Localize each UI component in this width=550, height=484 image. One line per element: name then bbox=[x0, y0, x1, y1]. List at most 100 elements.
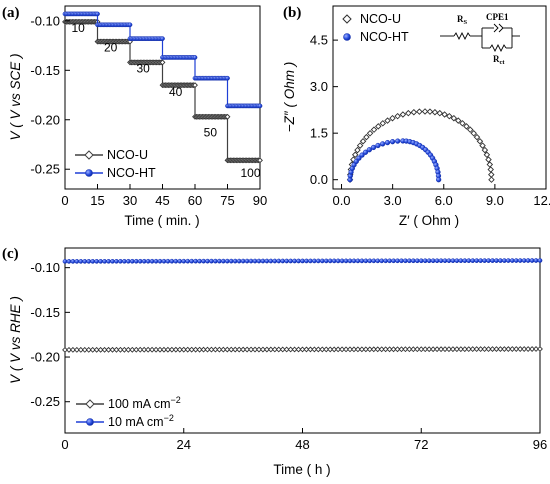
panel-c-label: (c) bbox=[2, 246, 19, 262]
panel-b-ytick-label: 1.5 bbox=[310, 126, 328, 141]
data-point bbox=[465, 346, 472, 353]
data-point bbox=[466, 258, 472, 263]
data-point bbox=[533, 258, 539, 263]
data-point bbox=[217, 258, 222, 264]
panel-b-legend-nco-ht: NCO-HT bbox=[360, 30, 409, 44]
data-point bbox=[157, 346, 163, 353]
data-point bbox=[82, 259, 88, 264]
panel-b-ytick-label: 4.5 bbox=[310, 33, 328, 48]
panel-b-ytick-label: 0.0 bbox=[310, 172, 328, 187]
data-point bbox=[354, 346, 361, 353]
data-point bbox=[481, 346, 488, 353]
data-point bbox=[252, 346, 258, 353]
data-point bbox=[461, 346, 468, 353]
data-point bbox=[389, 139, 396, 145]
data-point bbox=[220, 346, 227, 353]
panel-a-step-label: 30 bbox=[137, 61, 151, 75]
data-point bbox=[296, 258, 301, 264]
data-point bbox=[442, 258, 448, 264]
data-point bbox=[101, 346, 108, 353]
data-point bbox=[95, 11, 100, 17]
circuit-cpe-element bbox=[493, 23, 504, 33]
data-point bbox=[430, 258, 436, 264]
data-point bbox=[356, 142, 364, 149]
legend-circle-marker bbox=[86, 418, 94, 426]
data-point bbox=[287, 346, 294, 353]
data-point bbox=[403, 258, 408, 264]
legend-circle-marker bbox=[85, 169, 93, 177]
data-point bbox=[473, 346, 480, 353]
data-point bbox=[339, 258, 345, 264]
panel-c-legend-100ma: 100 mA cm−2 bbox=[108, 395, 181, 411]
panel-c-xtick-label: 24 bbox=[177, 437, 191, 452]
data-point bbox=[442, 346, 448, 353]
data-point bbox=[312, 258, 317, 264]
data-point bbox=[89, 346, 96, 353]
panel-c-xlabel: Time ( h ) bbox=[273, 462, 330, 477]
data-point bbox=[335, 258, 341, 264]
panel-a-step-label: 10 bbox=[72, 21, 86, 35]
data-point bbox=[244, 346, 251, 353]
data-point bbox=[201, 258, 206, 264]
data-point bbox=[228, 346, 235, 353]
data-point bbox=[379, 258, 385, 264]
data-point bbox=[459, 120, 466, 127]
data-point bbox=[517, 258, 523, 263]
data-point bbox=[133, 258, 139, 264]
panel-b-label: (b) bbox=[283, 5, 301, 21]
panel-b-ytick-label: 3.0 bbox=[310, 79, 328, 94]
panel-c-ylabel: V ( V vs RHE ) bbox=[8, 296, 23, 384]
data-point bbox=[196, 346, 203, 353]
data-point bbox=[164, 346, 171, 353]
data-point bbox=[168, 346, 175, 353]
data-point bbox=[259, 346, 266, 353]
data-point bbox=[370, 144, 377, 151]
data-point bbox=[73, 346, 80, 353]
data-point bbox=[319, 346, 326, 353]
data-point bbox=[228, 258, 234, 264]
data-point bbox=[450, 114, 458, 122]
data-point bbox=[192, 55, 198, 60]
data-point bbox=[517, 346, 524, 352]
data-point bbox=[304, 258, 309, 264]
data-point bbox=[488, 176, 495, 183]
data-point bbox=[81, 346, 88, 353]
panel-a-xlabel: Time ( min. ) bbox=[124, 213, 199, 228]
panel-a-ylabel: V ( V vs SCE ) bbox=[8, 53, 23, 140]
panel-b-xtick-label: 12.0 bbox=[533, 193, 550, 208]
data-point bbox=[133, 346, 140, 353]
data-point bbox=[488, 171, 495, 178]
data-point bbox=[69, 346, 76, 353]
data-point bbox=[311, 346, 318, 353]
data-point bbox=[521, 258, 527, 263]
data-point bbox=[434, 346, 441, 353]
data-point bbox=[93, 346, 100, 353]
data-point bbox=[232, 346, 239, 353]
data-point bbox=[505, 258, 511, 263]
data-point bbox=[213, 258, 218, 264]
data-point bbox=[292, 258, 297, 264]
data-point bbox=[137, 258, 143, 264]
data-point bbox=[487, 166, 494, 173]
data-point bbox=[224, 258, 230, 264]
panel-a-legend-nco-ht: NCO-HT bbox=[107, 166, 156, 180]
data-point bbox=[185, 258, 191, 264]
data-point bbox=[319, 258, 325, 264]
data-point bbox=[351, 151, 359, 159]
data-point bbox=[113, 346, 120, 353]
data-point bbox=[513, 258, 519, 263]
data-point bbox=[391, 258, 396, 264]
data-point bbox=[436, 109, 444, 117]
data-point bbox=[291, 346, 298, 353]
circuit-rs-resistor bbox=[453, 31, 471, 41]
data-point bbox=[470, 258, 476, 263]
data-point bbox=[204, 346, 211, 353]
data-point bbox=[426, 346, 433, 353]
data-point bbox=[263, 346, 270, 353]
data-point bbox=[455, 117, 462, 124]
equivalent-circuit: RS CPE1 Rct bbox=[440, 12, 520, 66]
data-point bbox=[160, 36, 165, 41]
data-point bbox=[275, 346, 282, 353]
data-point bbox=[97, 346, 104, 353]
panel-c-series-10ma bbox=[62, 258, 543, 264]
